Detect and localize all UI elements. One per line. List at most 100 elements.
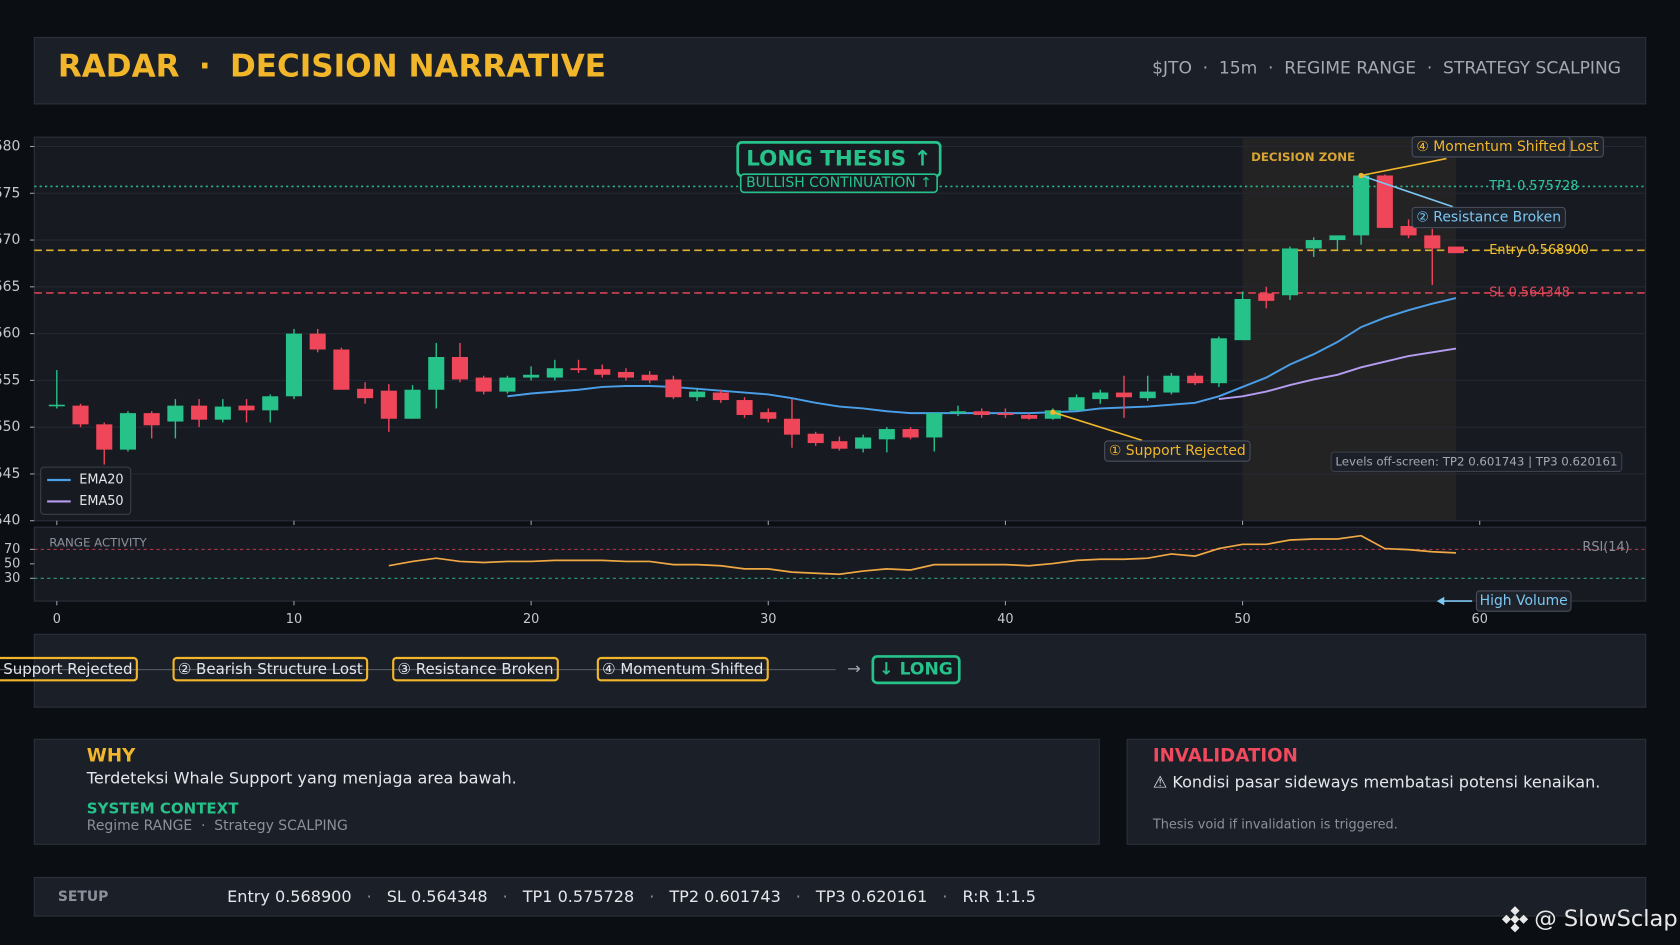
candle-body	[143, 413, 160, 426]
title-right: DECISION NARRATIVE	[230, 49, 606, 85]
candle-body	[285, 333, 302, 397]
annotation-arrow	[1360, 174, 1454, 208]
candle-body	[807, 433, 824, 444]
x-tick-label: 20	[523, 612, 539, 627]
setup-item: SL 0.564348	[387, 886, 488, 905]
candle-body	[1447, 246, 1465, 254]
annotation-arrow-head	[1050, 409, 1056, 415]
candle-body	[641, 374, 658, 381]
x-tick-label: 0	[53, 612, 61, 627]
why-title: WHY	[87, 745, 136, 766]
x-tick-label: 60	[1472, 612, 1488, 627]
candle-body	[736, 400, 753, 415]
candle-body	[1068, 397, 1085, 411]
setup-item: Entry 0.568900	[227, 886, 351, 905]
candle-body	[309, 333, 326, 350]
annotation-arrow	[1052, 411, 1143, 442]
step-pill	[0, 656, 138, 682]
header-meta: $JTO · 15m · REGIME RANGE · STRATEGY SCALPING	[1152, 59, 1621, 79]
candle-body	[380, 390, 397, 419]
step-pill	[172, 656, 369, 682]
candle-body	[191, 405, 208, 420]
legend-label: EMA50	[79, 494, 123, 509]
candle-body	[72, 405, 89, 425]
y-tick-label: 0.575	[0, 185, 20, 201]
annotation-arrow-head	[1436, 596, 1445, 606]
candle-body	[1234, 298, 1251, 341]
ema-line	[1218, 347, 1457, 401]
note-box	[1330, 451, 1623, 472]
setup-label: SETUP	[58, 889, 109, 905]
setup-item: R:R 1:1.5	[962, 886, 1036, 905]
setup-items: Entry 0.568900 · SL 0.564348 · TP1 0.575728 ·…	[227, 886, 1036, 905]
candle-body	[1281, 248, 1299, 296]
candle-body	[451, 356, 469, 380]
candle-body	[926, 413, 943, 438]
rsi-line	[388, 534, 1457, 576]
meta-separator: ·	[1268, 59, 1273, 79]
annotation-arrow-head	[1358, 172, 1364, 179]
page-title: RADAR · DECISION NARRATIVE	[58, 49, 606, 85]
candle-body	[1258, 293, 1275, 301]
invalidation-note: Thesis void if invalidation is triggered…	[1152, 818, 1398, 833]
candle-body	[712, 392, 729, 401]
meta-item: STRATEGY SCALPING	[1443, 59, 1621, 79]
setup-separator: ·	[367, 886, 372, 905]
candle-body	[1092, 392, 1109, 400]
annotation-arrow	[1360, 157, 1447, 177]
rsi-title: RANGE ACTIVITY	[49, 536, 147, 550]
steps-panel	[33, 633, 1647, 708]
candle-body	[167, 405, 184, 422]
decision-box	[871, 655, 961, 685]
setup-separator: ·	[796, 886, 801, 905]
title-separator: ·	[199, 49, 211, 85]
header-panel	[33, 36, 1647, 105]
y-tick-label: 0.560	[0, 326, 20, 342]
candle-body	[617, 371, 635, 378]
offscreen-note: Levels off-screen: TP2 0.601743 | TP3 0.…	[1335, 454, 1617, 469]
y-tick-label: 0.565	[0, 279, 20, 295]
candle-body	[760, 412, 777, 419]
candle-body	[357, 388, 374, 399]
annotation-box	[1411, 136, 1571, 158]
candle-body	[949, 411, 967, 414]
candle-body	[1376, 175, 1393, 228]
meta-item: $JTO	[1152, 59, 1192, 79]
step-label: ④ Momentum Shifted	[602, 660, 763, 678]
step-label: ① Support Rejected	[0, 660, 133, 678]
level-label: SL 0.564348	[1489, 285, 1570, 300]
why-panel	[33, 738, 1100, 845]
candle-body	[1115, 392, 1133, 398]
thesis-subtitle: BULLISH CONTINUATION ↑	[746, 175, 932, 191]
invalidation-text: ⚠ Kondisi pasar sideways membatasi poten…	[1153, 773, 1601, 792]
y-tick-label: 50	[4, 556, 20, 571]
x-tick-label: 50	[1234, 612, 1250, 627]
step-decision: ↓ LONG	[879, 660, 953, 680]
candle-body	[1353, 175, 1370, 236]
level-label: Entry 0.568900	[1489, 243, 1589, 258]
why-text: Terdeteksi Whale Support yang menjaga ar…	[86, 768, 517, 787]
step-label: ③ Resistance Broken	[398, 660, 554, 678]
candle-body	[1329, 235, 1346, 241]
candle-body	[48, 404, 65, 407]
candle-body	[214, 406, 231, 420]
rsi-annotation: High Volume	[1480, 593, 1568, 609]
title-left: RADAR	[58, 49, 180, 85]
candle-body	[428, 356, 445, 390]
annotation-label: ④ Momentum Shifted	[1416, 139, 1566, 155]
y-tick-label: 0.580	[0, 138, 20, 154]
rsi-label: RSI(14)	[1582, 540, 1629, 555]
candle-body	[594, 369, 611, 375]
annotation-box	[1475, 590, 1572, 612]
y-tick-label: 0.570	[0, 232, 20, 248]
candle-body	[96, 424, 113, 450]
meta-separator: ·	[1203, 59, 1208, 79]
candle-body	[1187, 375, 1204, 384]
thesis-subtitle-box	[739, 173, 938, 194]
candle-body	[831, 441, 848, 449]
x-tick-label: 10	[286, 612, 302, 627]
y-tick-label: 0.545	[0, 466, 20, 482]
y-tick-label: 70	[4, 542, 20, 557]
candle-body	[523, 374, 540, 378]
